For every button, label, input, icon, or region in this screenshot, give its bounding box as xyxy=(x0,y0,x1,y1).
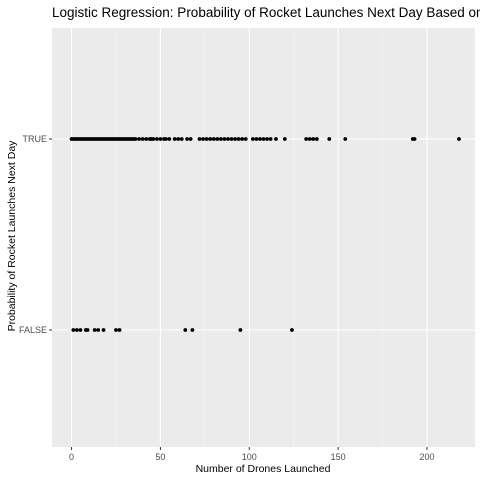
data-points xyxy=(69,137,461,332)
data-point xyxy=(96,328,101,332)
data-point xyxy=(240,137,245,141)
data-point xyxy=(211,137,216,141)
data-point xyxy=(190,328,195,332)
data-point xyxy=(222,137,227,141)
x-tick-label: 200 xyxy=(419,452,434,462)
data-point xyxy=(314,137,319,141)
data-point xyxy=(158,137,163,141)
y-tick-label: FALSE xyxy=(19,325,47,335)
data-point xyxy=(114,328,118,332)
data-point xyxy=(250,137,255,141)
data-point xyxy=(71,328,76,332)
data-point xyxy=(163,137,168,141)
data-point xyxy=(282,137,287,141)
data-point xyxy=(304,137,309,141)
y-axis-label: Probability of Rocket Launches Next Day xyxy=(6,140,18,332)
x-axis: 0 50 100 150 200 xyxy=(69,447,435,462)
data-point xyxy=(188,137,193,141)
data-point xyxy=(183,328,188,332)
data-point xyxy=(208,137,213,141)
x-tick-label: 50 xyxy=(155,452,165,462)
x-tick-label: 0 xyxy=(69,452,74,462)
data-point xyxy=(265,137,269,141)
data-point xyxy=(218,137,223,141)
y-tick-label: TRUE xyxy=(23,134,48,144)
data-point xyxy=(185,137,189,141)
data-point xyxy=(137,137,141,141)
data-point xyxy=(238,328,243,332)
data-point xyxy=(274,137,278,141)
data-point xyxy=(176,137,181,141)
panel-background xyxy=(52,28,475,447)
data-point xyxy=(215,137,220,141)
data-point xyxy=(412,137,417,141)
data-point xyxy=(233,137,237,141)
data-point xyxy=(261,137,266,141)
data-point xyxy=(167,137,172,141)
data-point xyxy=(268,137,273,141)
data-point xyxy=(204,137,209,141)
data-point xyxy=(133,137,138,141)
data-point xyxy=(117,328,122,332)
data-point xyxy=(201,137,205,141)
data-point xyxy=(290,328,294,332)
data-point xyxy=(154,137,159,141)
data-point xyxy=(254,137,259,141)
chart-title: Logistic Regression: Probability of Rock… xyxy=(52,5,480,20)
data-point xyxy=(101,328,106,332)
data-point xyxy=(327,137,332,141)
plot-panel xyxy=(52,28,475,447)
data-point xyxy=(172,137,177,141)
data-point xyxy=(151,137,156,141)
data-point xyxy=(343,137,348,141)
data-point xyxy=(236,137,241,141)
data-point xyxy=(92,328,97,332)
data-point xyxy=(144,137,149,141)
data-point xyxy=(258,137,262,141)
data-point xyxy=(85,328,90,332)
data-point xyxy=(311,137,316,141)
data-point xyxy=(226,137,230,141)
data-point xyxy=(179,137,184,141)
x-axis-label: Number of Drones Launched xyxy=(196,463,331,475)
data-point xyxy=(307,137,312,141)
x-tick-label: 100 xyxy=(242,452,257,462)
data-point xyxy=(243,137,248,141)
data-point xyxy=(197,137,202,141)
y-axis: FALSE TRUE xyxy=(19,134,52,335)
data-point xyxy=(78,328,83,332)
data-point xyxy=(457,137,461,141)
data-point xyxy=(229,137,234,141)
data-point xyxy=(74,328,79,332)
x-tick-label: 150 xyxy=(331,452,346,462)
data-point xyxy=(140,137,145,141)
